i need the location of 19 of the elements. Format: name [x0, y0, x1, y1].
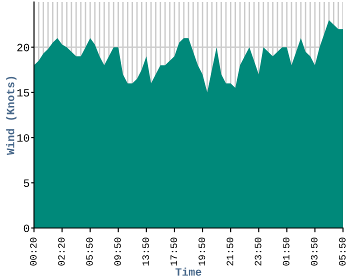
- x-tick-label: 23:50: [254, 238, 262, 266]
- x-tick-label: 09:50: [114, 238, 121, 266]
- x-tick-label: 00:20: [30, 238, 37, 266]
- x-axis-title: Time: [175, 268, 202, 276]
- x-tick-label: 19:50: [198, 238, 206, 266]
- x-tick-label: 17:50: [170, 238, 178, 266]
- y-tick-label: 5: [24, 180, 30, 187]
- x-tick-label: 01:50: [282, 238, 290, 266]
- y-tick-label: 0: [24, 224, 30, 232]
- x-tick-label: 13:50: [142, 238, 149, 266]
- y-tick-label: 10: [17, 134, 30, 142]
- x-tick-label: 02:20: [58, 238, 65, 266]
- y-tick-label: 20: [17, 44, 30, 52]
- x-tick-label: 05:50: [339, 238, 346, 266]
- x-tick-label: 03:50: [310, 238, 318, 266]
- y-axis-title: Wind (Knots): [6, 76, 16, 156]
- x-tick-label: 21:50: [226, 238, 234, 266]
- x-tick-label: 05:50: [86, 238, 93, 266]
- y-tick-label: 15: [17, 89, 30, 97]
